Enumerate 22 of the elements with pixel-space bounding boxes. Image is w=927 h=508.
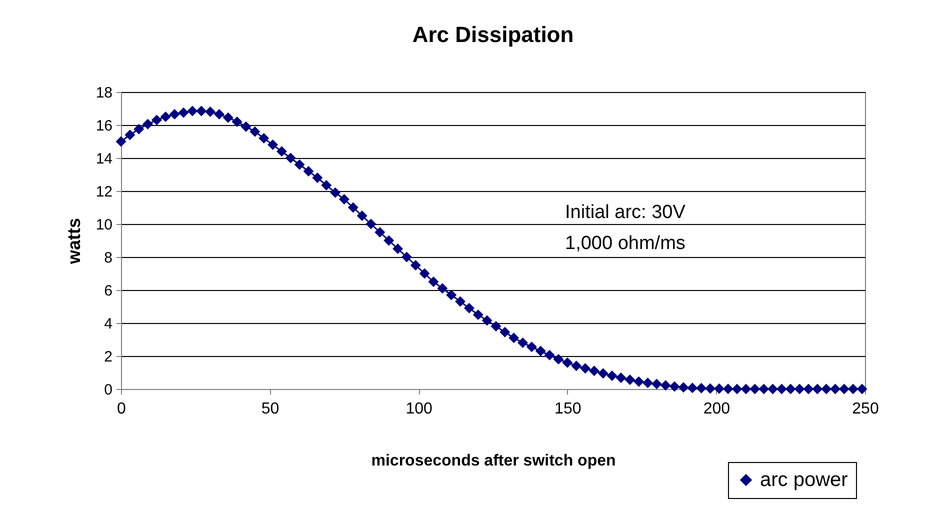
y-tick-label: 14: [96, 150, 112, 168]
y-tick-label: 12: [96, 184, 112, 200]
y-tick-label: 2: [104, 348, 112, 366]
y-tick-label: 6: [104, 282, 112, 300]
annotation: Initial arc: 30V: [565, 202, 686, 223]
x-axis-title: microseconds after switch open: [371, 452, 616, 470]
x-tick-label: 200: [703, 400, 730, 418]
y-tick-label: 8: [104, 250, 112, 266]
chart-title: Arc Dissipation: [412, 22, 574, 47]
x-tick-label: 0: [117, 400, 126, 418]
y-tick-label: 16: [96, 118, 112, 134]
y-tick-label: 0: [104, 382, 112, 398]
annotation: 1,000 ohm/ms: [565, 233, 686, 254]
y-tick-label: 10: [96, 216, 112, 234]
legend-label: arc power: [760, 469, 848, 491]
y-tick-label: 18: [96, 84, 112, 102]
y-tick-label: 4: [104, 316, 112, 332]
x-tick-label: 100: [406, 400, 433, 418]
x-tick-label: 250: [852, 400, 879, 418]
y-axis-title: watts: [64, 218, 84, 266]
x-tick-label: 150: [554, 400, 582, 418]
x-tick-label: 50: [261, 400, 280, 418]
